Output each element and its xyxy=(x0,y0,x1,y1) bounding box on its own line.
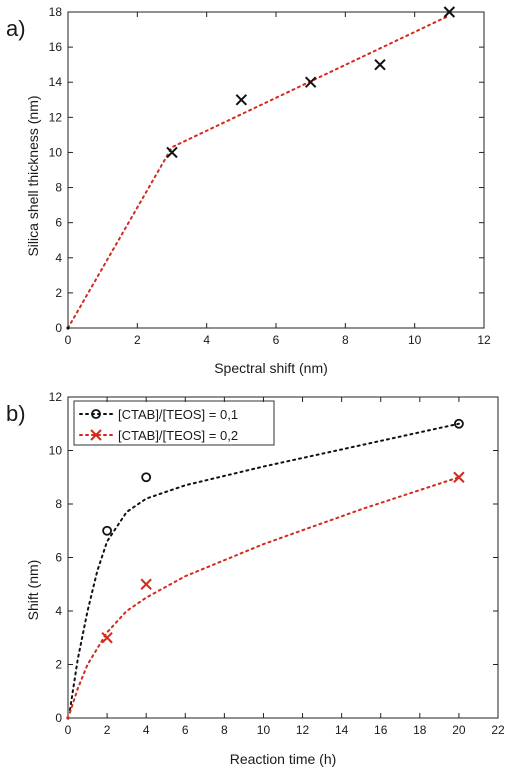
panel-b-1-x-tick-label: 4 xyxy=(143,723,150,737)
panel-a-0-y-tick-label: 16 xyxy=(49,40,63,54)
panel-a-0-y-tick-label: 10 xyxy=(49,145,63,159)
panel-b-1-x-tick-label: 22 xyxy=(491,723,505,737)
panel-a-data-point xyxy=(166,146,178,159)
panel-b-data-point-stroke-b xyxy=(140,578,152,590)
panel-b-1-y-tick-label: 12 xyxy=(49,390,63,404)
panel-a-0-x-tick-label: 10 xyxy=(408,333,422,347)
panel-b-x-axis-label: Reaction time (h) xyxy=(230,751,337,767)
panel-a-0-y-tick-label: 12 xyxy=(49,110,63,124)
panel-b-data-point xyxy=(66,716,70,720)
panel-a-0-x-tick-label: 8 xyxy=(342,333,349,347)
panel-a-fit-line xyxy=(67,14,451,329)
panel-a-0-y-tick-label: 8 xyxy=(55,181,62,195)
panel-a-0-plot-frame xyxy=(67,11,485,329)
panel-b-data-point xyxy=(101,632,113,644)
panel-a-label: a) xyxy=(6,16,26,41)
panel-a-data-point xyxy=(374,58,386,71)
panel-b-1-x-tick-label: 14 xyxy=(335,723,349,737)
panel-b-1-x-tick-label: 18 xyxy=(413,723,427,737)
panel-a-x-axis-label: Spectral shift (nm) xyxy=(214,360,328,376)
panel-b-1-y-tick-label: 8 xyxy=(55,497,62,511)
panel-a-0-x-tick-label: 6 xyxy=(273,333,280,347)
legend-marker-2-stroke-b xyxy=(90,429,102,441)
panel-b-y-axis-label: Shift (nm) xyxy=(25,560,41,621)
panel-a-0-x-tick-label: 12 xyxy=(477,333,491,347)
panel-b: b) Reaction time (h) Shift (nm) [CTAB]/[… xyxy=(6,390,505,767)
legend-marker-2 xyxy=(90,429,102,441)
panel-b-data-point-stroke-b xyxy=(453,471,465,483)
panel-a-data-point-stroke-b xyxy=(235,94,248,106)
panel-a-0-y-tick-label: 4 xyxy=(55,251,62,265)
panel-a-data-point-stroke-b xyxy=(166,146,178,159)
panel-b-data-point xyxy=(140,578,152,590)
panel-b-fit-line-2 xyxy=(68,476,460,714)
panel-b-1-y-tick-label: 10 xyxy=(49,444,63,458)
panel-b-1-x-tick-label: 10 xyxy=(257,723,271,737)
panel-b-1-x-tick-label: 8 xyxy=(221,723,228,737)
panel-b-1-y-tick-label: 6 xyxy=(55,551,62,565)
panel-b-1-x-tick-label: 6 xyxy=(182,723,189,737)
panel-b-1-x-tick-label: 0 xyxy=(65,723,72,737)
panel-b-legend: [CTAB]/[TEOS] = 0,1 [CTAB]/[TEOS] = 0,2 xyxy=(73,400,275,446)
panel-b-data-point-stroke-b xyxy=(101,632,113,644)
panel-a-data-point xyxy=(443,6,456,18)
panel-b-1-x-tick-label: 16 xyxy=(374,723,388,737)
legend-marker-1 xyxy=(91,409,101,419)
panel-a-0-y-tick-label: 2 xyxy=(55,286,62,300)
panel-b-data-point xyxy=(141,472,152,483)
panel-b-1-y-tick-label: 4 xyxy=(55,604,62,618)
panel-a-0-y-tick-label: 14 xyxy=(49,75,63,89)
panel-a-0-x-tick-label: 4 xyxy=(203,333,210,347)
panel-b-data-point xyxy=(102,525,112,536)
panel-b-1-y-tick-label: 0 xyxy=(55,711,62,725)
panel-b-data-point xyxy=(454,418,464,429)
panel-b-label: b) xyxy=(6,401,26,426)
panel-b-fit-line-1 xyxy=(68,422,460,711)
legend-label-2: [CTAB]/[TEOS] = 0,2 xyxy=(118,428,238,443)
panel-a-data-point-stroke-b xyxy=(374,58,386,71)
panel-a-data-point xyxy=(66,326,70,330)
panel-b-1-x-tick-label: 2 xyxy=(104,723,111,737)
legend-box xyxy=(73,400,275,446)
panel-a-0-y-tick-label: 18 xyxy=(49,5,63,19)
panel-a-data-point xyxy=(235,94,248,106)
panel-a-data-point-stroke-b xyxy=(304,76,317,88)
panel-a: a) Spectral shift (nm) Silica shell thic… xyxy=(6,5,491,376)
panel-a-0-y-tick-label: 0 xyxy=(55,321,62,335)
panel-a-data-point-stroke-b xyxy=(443,6,456,18)
panel-b-1-x-tick-label: 20 xyxy=(452,723,466,737)
panel-a-0-x-tick-label: 0 xyxy=(65,333,72,347)
panel-b-1-y-tick-label: 2 xyxy=(55,658,62,672)
panel-a-data-point xyxy=(304,76,317,88)
panel-a-0-y-tick-label: 6 xyxy=(55,216,62,230)
panel-b-1-x-tick-label: 12 xyxy=(296,723,310,737)
panel-a-y-axis-label: Silica shell thickness (nm) xyxy=(25,95,41,256)
panel-a-0-x-tick-label: 2 xyxy=(134,333,141,347)
legend-label-1: [CTAB]/[TEOS] = 0,1 xyxy=(118,407,238,422)
panel-b-data-point xyxy=(453,471,465,483)
